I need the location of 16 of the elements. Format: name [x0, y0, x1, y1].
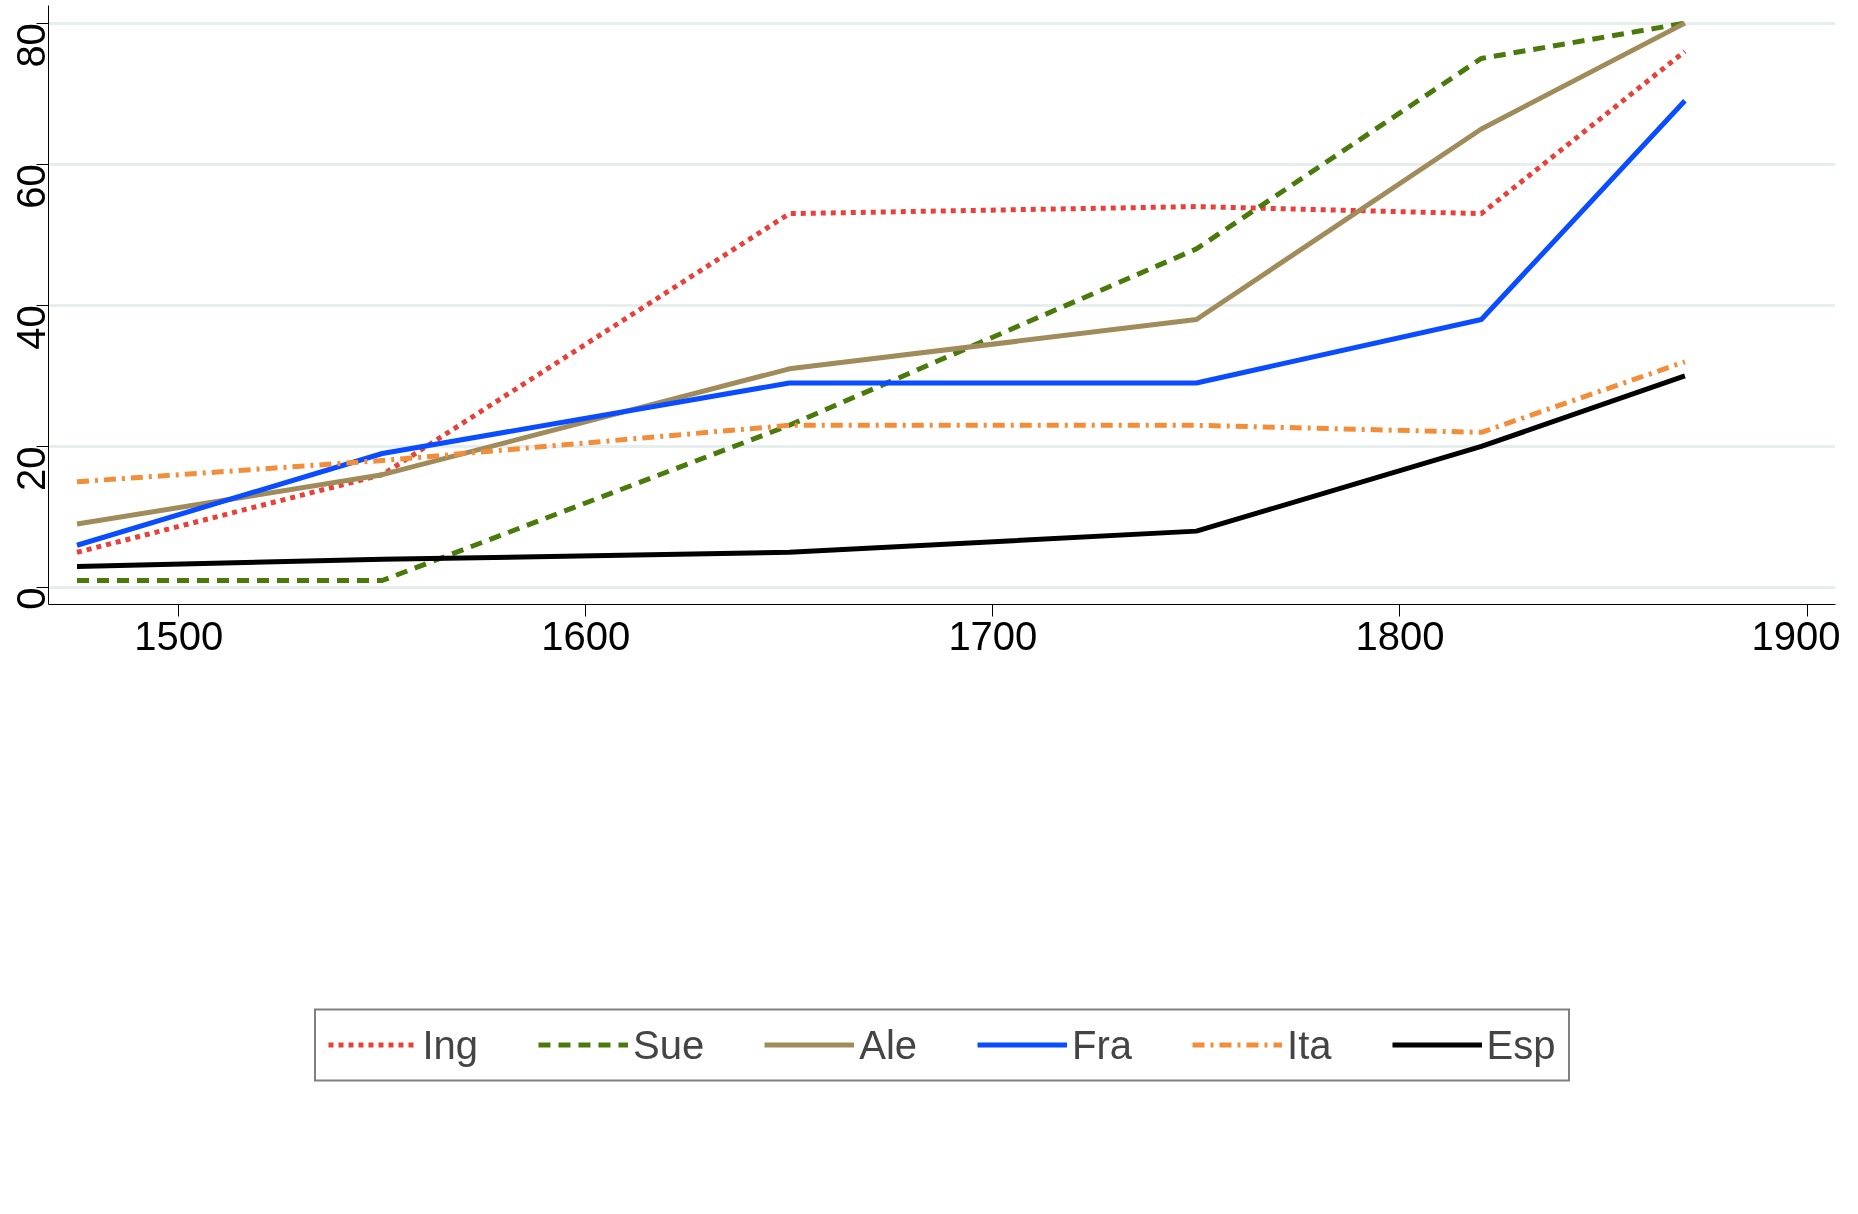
legend-label: Ale — [859, 1022, 918, 1068]
x-tick-label: 1900 — [1751, 613, 1841, 658]
x-tick-label: 1800 — [1355, 613, 1445, 658]
legend-label: Ita — [1287, 1022, 1332, 1068]
y-tick-label: 20 — [9, 446, 54, 491]
legend-label: Sue — [633, 1022, 705, 1068]
x-tick-label: 1500 — [134, 613, 224, 658]
x-tick-label: 1600 — [541, 613, 631, 658]
y-tick-label: 60 — [9, 164, 54, 209]
y-tick-label: 0 — [9, 587, 54, 610]
legend-label: Esp — [1486, 1022, 1556, 1068]
legend-label: Fra — [1072, 1022, 1133, 1068]
y-tick-label: 40 — [9, 305, 54, 350]
x-tick-label: 1700 — [948, 613, 1038, 658]
legend-label: Ing — [422, 1022, 479, 1068]
y-tick-label: 80 — [9, 23, 54, 68]
